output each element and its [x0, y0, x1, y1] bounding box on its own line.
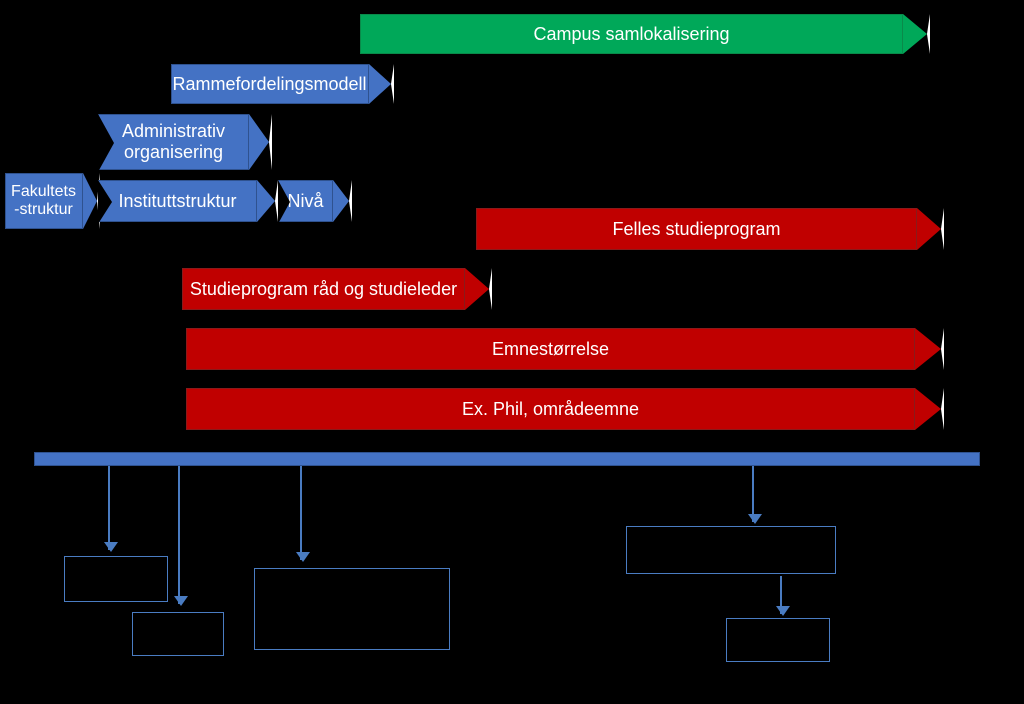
outline-box-b4	[626, 526, 836, 574]
arrow-studieprogram: Studieprogram råd og studieleder	[182, 268, 492, 310]
drop-arrow-d4	[752, 466, 754, 522]
arrow-ramme: Rammefordelingsmodell	[172, 64, 392, 104]
arrow-nivaa: Nivå	[278, 180, 352, 222]
outline-box-b3	[254, 568, 450, 650]
arrow-label-emnestorrelse: Emnestørrelse	[492, 339, 609, 360]
arrow-label-admin_org: Administrativ organisering	[122, 121, 225, 162]
arrow-felles: Felles studieprogram	[476, 208, 944, 250]
drop-arrow-d3	[300, 466, 302, 560]
arrow-admin_org: Administrativ organisering	[98, 114, 272, 170]
arrow-label-felles: Felles studieprogram	[612, 219, 780, 240]
diagram-root: { "canvas": { "width": 1024, "height": 7…	[0, 0, 1024, 704]
arrow-label-nivaa: Nivå	[287, 191, 323, 212]
drop-arrow-d1	[108, 466, 110, 550]
arrow-label-ramme: Rammefordelingsmodell	[172, 74, 366, 95]
arrow-label-studieprogram: Studieprogram råd og studieleder	[190, 279, 457, 300]
arrow-exphil: Ex. Phil, områdeemne	[186, 388, 944, 430]
arrow-label-exphil: Ex. Phil, områdeemne	[462, 399, 639, 420]
outline-box-b5	[726, 618, 830, 662]
outline-box-b1	[64, 556, 168, 602]
arrow-label-fakultet: Fakultets -struktur	[11, 183, 76, 220]
arrow-institutt: Instituttstruktur	[98, 180, 278, 222]
timeline-bar	[34, 452, 980, 466]
arrow-label-campus: Campus samlokalisering	[533, 24, 729, 45]
arrow-campus: Campus samlokalisering	[360, 14, 930, 54]
drop-arrow-d2	[178, 466, 180, 604]
arrow-fakultet: Fakultets -struktur	[6, 173, 98, 229]
arrow-label-institutt: Instituttstruktur	[118, 191, 236, 212]
drop-arrow-d5	[780, 576, 782, 614]
arrow-emnestorrelse: Emnestørrelse	[186, 328, 944, 370]
outline-box-b2	[132, 612, 224, 656]
